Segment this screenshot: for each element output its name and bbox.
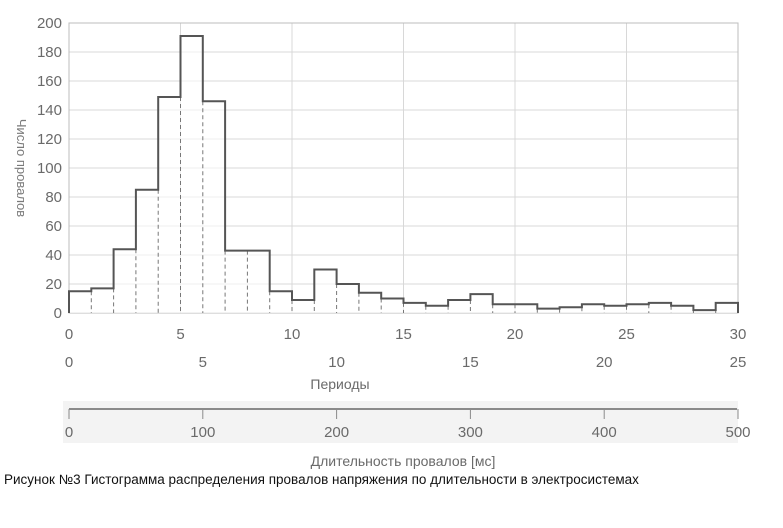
histogram-bar: [202, 101, 226, 313]
histogram-bar: [515, 304, 538, 313]
x-axis-primary-ticks: 0 5 10 15 20 25 30: [65, 326, 747, 343]
y-tick-label: 180: [37, 44, 62, 61]
periods-tick-label: 5: [199, 354, 207, 371]
x-tick-label: 0: [65, 326, 73, 343]
x-axis-duration-ticks: 0 100 200 300 400 500: [65, 409, 751, 441]
histogram-bar: [158, 96, 181, 313]
periods-tick-label: 25: [730, 354, 747, 371]
duration-tick-label: 200: [324, 424, 349, 441]
duration-tick-label: 300: [458, 424, 483, 441]
histogram-bar: [403, 302, 426, 313]
y-tick-label: 40: [45, 247, 62, 264]
histogram-bar: [180, 36, 203, 314]
histogram-bar: [581, 304, 605, 313]
periods-tick-label: 10: [328, 354, 345, 371]
x-tick-label: 15: [395, 326, 412, 343]
y-tick-label: 160: [37, 73, 62, 90]
histogram-bar: [604, 305, 627, 313]
duration-tick-label: 500: [725, 424, 750, 441]
x-tick-label: 5: [176, 326, 184, 343]
histogram-bars: [69, 36, 738, 314]
y-tick-label: 0: [54, 305, 62, 322]
histogram-bar: [69, 291, 92, 313]
duration-axis-band: [63, 401, 738, 443]
x-axis-duration-label: Длительность провалов [мс]: [311, 453, 496, 469]
periods-tick-label: 15: [462, 354, 479, 371]
histogram-bar: [336, 284, 359, 313]
y-axis-label: Число провалов: [14, 119, 29, 217]
histogram-bar: [247, 250, 270, 313]
duration-tick-label: 0: [65, 424, 73, 441]
histogram-bar: [358, 292, 382, 313]
x-axis-periods-label: Периоды: [310, 376, 369, 392]
histogram-bar: [381, 298, 404, 313]
histogram-bar: [671, 305, 694, 313]
y-tick-label: 60: [45, 218, 62, 235]
x-axis-periods-ticks: 0 5 10 15 20 25: [65, 354, 747, 371]
y-tick-label: 80: [45, 189, 62, 206]
histogram-bar: [425, 305, 449, 313]
y-axis-ticks: 0 20 40 60 80 100 120 140 160 180 200: [37, 15, 62, 322]
histogram-bar: [648, 302, 672, 313]
histogram-bar: [693, 310, 716, 313]
histogram-outline: [68, 35, 739, 313]
histogram-bar: [537, 308, 560, 313]
histogram-bar: [292, 299, 315, 313]
histogram-bar: [626, 304, 649, 313]
y-tick-label: 200: [37, 15, 62, 32]
histogram-bar: [715, 302, 738, 313]
histogram-bar: [314, 269, 337, 313]
y-tick-label: 20: [45, 276, 62, 293]
duration-tick-label: 100: [190, 424, 215, 441]
x-tick-label: 20: [507, 326, 524, 343]
histogram-bar: [113, 249, 136, 313]
x-tick-label: 30: [730, 326, 747, 343]
y-tick-label: 140: [37, 102, 62, 119]
histogram-bar: [225, 250, 248, 313]
figure-caption: Рисунок №3 Гистограмма распределения про…: [4, 472, 639, 487]
duration-tick-label: 400: [592, 424, 617, 441]
histogram-bar: [492, 304, 515, 313]
histogram-bar: [269, 291, 292, 313]
y-tick-label: 120: [37, 131, 62, 148]
histogram-bar: [135, 189, 159, 313]
histogram-bar: [470, 294, 493, 313]
x-tick-label: 25: [618, 326, 635, 343]
y-tick-label: 100: [37, 160, 62, 177]
periods-tick-label: 0: [65, 354, 73, 371]
x-tick-label: 10: [284, 326, 301, 343]
histogram-bar: [91, 288, 114, 313]
periods-tick-label: 20: [596, 354, 613, 371]
histogram-bar: [559, 307, 582, 313]
histogram-bar: [448, 299, 471, 313]
